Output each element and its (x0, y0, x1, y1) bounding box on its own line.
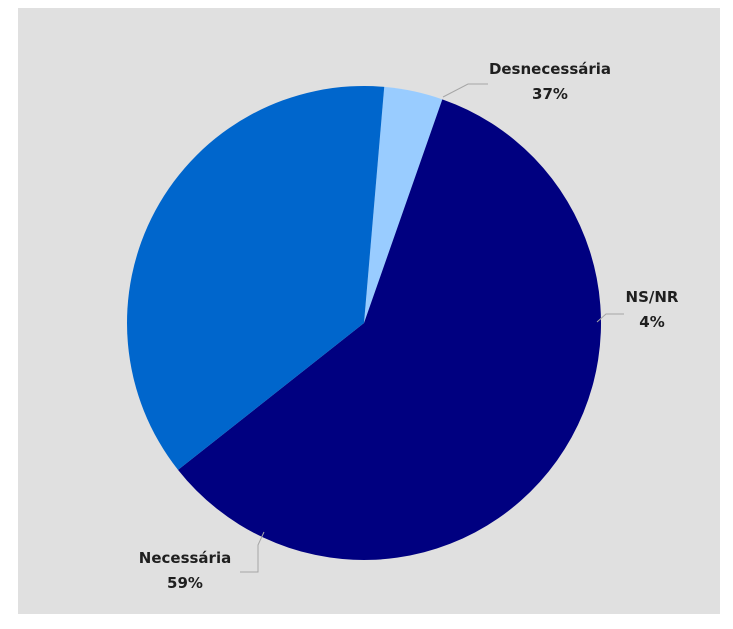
slice-value-necessaria: 59% (167, 574, 203, 592)
slice-label-desnecessaria: Desnecessária (489, 60, 611, 78)
slice-desnecessaria (127, 86, 385, 470)
slice-label-necessaria: Necessária (139, 549, 231, 567)
slice-necessaria (178, 99, 602, 561)
slice-value-desnecessaria: 37% (532, 85, 568, 103)
leader-line-ns-nr (596, 313, 624, 323)
slice-labels: NS/NR 4% Necessária 59% Desnecessária 37% (139, 60, 679, 592)
leader-lines (240, 83, 624, 573)
pie-slices (127, 86, 602, 561)
slice-label-ns-nr: NS/NR (626, 288, 679, 306)
slice-value-ns-nr: 4% (639, 313, 664, 331)
leader-line-desnecessaria (442, 83, 488, 98)
leader-line-necessaria (240, 531, 265, 573)
slice-ns-nr (364, 86, 443, 324)
